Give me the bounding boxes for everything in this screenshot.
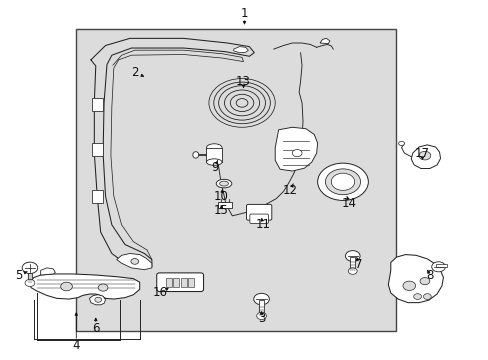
Bar — [92, 190, 103, 203]
Text: 12: 12 — [282, 184, 297, 197]
Text: 17: 17 — [414, 147, 429, 159]
Circle shape — [330, 173, 354, 190]
Circle shape — [22, 262, 38, 274]
Circle shape — [419, 278, 429, 285]
Text: 2: 2 — [131, 66, 138, 79]
Bar — [166, 278, 172, 287]
Polygon shape — [41, 268, 55, 275]
Circle shape — [98, 284, 108, 291]
Circle shape — [325, 169, 360, 195]
Circle shape — [25, 279, 35, 287]
Bar — [218, 202, 231, 208]
Bar — [76, 30, 395, 330]
Circle shape — [95, 297, 102, 302]
Text: 8: 8 — [425, 269, 432, 282]
Circle shape — [347, 268, 356, 274]
Bar — [435, 264, 446, 267]
Ellipse shape — [192, 152, 198, 158]
Polygon shape — [275, 127, 317, 171]
Circle shape — [418, 151, 430, 160]
Text: 7: 7 — [355, 258, 362, 271]
Text: 15: 15 — [214, 204, 228, 217]
Text: 13: 13 — [236, 75, 250, 88]
Ellipse shape — [219, 181, 228, 186]
FancyBboxPatch shape — [157, 273, 203, 292]
FancyBboxPatch shape — [249, 214, 268, 224]
Polygon shape — [320, 39, 329, 44]
Bar — [206, 148, 222, 162]
Circle shape — [402, 281, 415, 291]
Ellipse shape — [206, 159, 222, 165]
Ellipse shape — [206, 144, 222, 152]
Text: 3: 3 — [257, 311, 264, 325]
Circle shape — [131, 258, 139, 264]
Text: 16: 16 — [153, 287, 168, 300]
Circle shape — [413, 294, 421, 300]
Polygon shape — [233, 46, 248, 53]
Bar — [92, 143, 103, 156]
Ellipse shape — [216, 179, 231, 188]
Bar — [173, 278, 179, 287]
Circle shape — [398, 141, 404, 145]
Text: 1: 1 — [240, 7, 248, 20]
Polygon shape — [387, 255, 443, 303]
Text: 9: 9 — [211, 161, 219, 174]
Circle shape — [256, 312, 266, 319]
FancyBboxPatch shape — [246, 204, 271, 220]
Polygon shape — [410, 145, 440, 168]
Text: 4: 4 — [72, 339, 80, 352]
Circle shape — [317, 163, 367, 201]
Polygon shape — [30, 274, 140, 299]
Circle shape — [423, 294, 430, 300]
Bar — [259, 300, 264, 315]
Bar — [349, 257, 354, 270]
Polygon shape — [117, 253, 152, 270]
Text: 14: 14 — [341, 197, 356, 210]
Text: 11: 11 — [255, 218, 270, 231]
Polygon shape — [89, 295, 105, 305]
Circle shape — [431, 262, 445, 272]
Circle shape — [345, 251, 359, 261]
Text: 10: 10 — [214, 190, 228, 203]
Circle shape — [292, 149, 302, 157]
Bar — [187, 278, 193, 287]
Bar — [92, 98, 103, 111]
Circle shape — [253, 293, 269, 305]
Bar — [181, 278, 186, 287]
Text: 6: 6 — [92, 322, 100, 335]
Text: 5: 5 — [16, 269, 23, 282]
Bar — [27, 273, 32, 282]
Circle shape — [61, 282, 72, 291]
